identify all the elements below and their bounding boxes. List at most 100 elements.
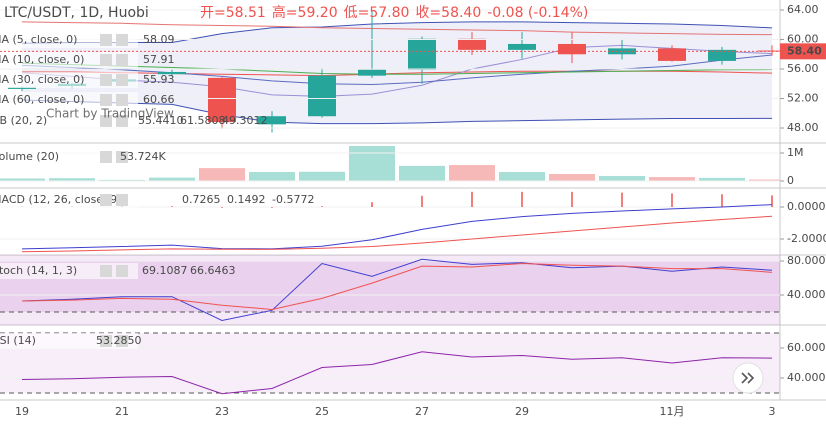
y-tick-label: 80.0000: [787, 254, 826, 267]
volume-bar: [199, 168, 245, 181]
bb-upper: [21, 21, 773, 44]
y-tick-label: 0: [787, 174, 794, 187]
y-tick-label: 52.00: [787, 92, 819, 105]
scroll-icon: [741, 372, 755, 384]
volume-bar: [249, 172, 295, 181]
volume-bar: [349, 145, 395, 181]
legend-value: 55.4410: [138, 114, 184, 127]
x-tick-label: 11月: [660, 405, 685, 418]
volume-bar: [549, 173, 595, 181]
y-tick-label: 40.0000: [787, 371, 826, 384]
last-price-tag: [780, 43, 826, 60]
legend-value: 49.3012: [222, 114, 268, 127]
ma-line: [21, 62, 773, 75]
candle-body: [258, 116, 286, 125]
candle-body: [658, 48, 686, 61]
legend-name: MA (5, close, 0): [0, 33, 77, 46]
x-tick-label: 21: [115, 405, 129, 418]
candle-body: [558, 43, 586, 55]
legend-name: Stoch (14, 1, 3): [0, 264, 77, 277]
legend-value: 66.6463: [190, 264, 236, 277]
chart-title: LTC/USDT, 1D, Huobi: [4, 5, 149, 21]
volume-bar: [649, 177, 695, 181]
ohlc-header: 开=58.51 高=59.20 低=57.80 收=58.40 -0.08 (-0.14…: [200, 4, 588, 21]
last-price-label: 58.40: [787, 44, 822, 57]
legend-value: -0.5772: [272, 193, 314, 206]
legend-name: MA (60, close, 0): [0, 93, 84, 106]
legend-icon: [116, 194, 128, 206]
candle-body: [408, 38, 436, 70]
volume-bar: [0, 178, 45, 181]
legend-value: 57.91: [143, 53, 175, 66]
legend-icon: [116, 115, 128, 127]
volume-bar: [149, 177, 195, 181]
candle-body: [8, 87, 36, 89]
ma-line: [21, 44, 773, 97]
macd-line: [21, 204, 773, 250]
legend-icon: [100, 194, 112, 206]
y-tick-label: 48.00: [787, 121, 819, 134]
legend-icon: [116, 151, 128, 163]
legend-icon: [100, 335, 112, 347]
ohlc-label: 低=57.80: [344, 5, 410, 21]
candle-body: [508, 43, 536, 50]
y-tick-label: 60.00: [787, 33, 819, 46]
legend-icon: [116, 335, 128, 347]
ohlc-label: 高=59.20: [272, 4, 338, 21]
legend-value: 61.5808: [180, 114, 226, 127]
volume-bar: [699, 177, 745, 181]
legend-icon: [100, 54, 112, 66]
ma-line: [21, 21, 773, 36]
legend-icon: [100, 74, 112, 86]
watermark: Chart by TradingView: [46, 107, 174, 121]
legend-icon: [100, 151, 112, 163]
volume-bar: [399, 165, 445, 181]
legend-name: Volume (20): [0, 150, 59, 163]
volume-bar: [299, 171, 345, 181]
y-tick-label: 1M: [787, 146, 804, 159]
volume-bar: [749, 179, 780, 181]
signal-line: [21, 215, 773, 253]
legend-icon: [116, 54, 128, 66]
bb-lower: [21, 99, 773, 125]
x-tick-label: 25: [315, 405, 329, 418]
legend-value: 53.724K: [120, 150, 166, 163]
legend-name: MACD (12, 26, close, 9): [0, 193, 121, 206]
legend-value: 0.7265: [182, 193, 221, 206]
y-tick-label: 56.00: [787, 62, 819, 75]
candle-body: [358, 69, 386, 76]
volume-bar: [599, 175, 645, 181]
candle-body: [708, 49, 736, 61]
y-tick-label: 40.0000: [787, 288, 826, 301]
change-label: -0.08 (-0.14%): [487, 5, 588, 21]
x-tick-label: 19: [15, 405, 29, 418]
volume-bar: [499, 172, 545, 181]
legend-value: 58.09: [143, 33, 175, 46]
x-tick-label: 27: [415, 405, 429, 418]
volume-pane: [0, 145, 780, 181]
oscillator-line: [21, 351, 773, 395]
legend-icon: [100, 94, 112, 106]
ohlc-label: 收=58.40: [415, 5, 481, 21]
ohlc-label: 开=58.51: [200, 5, 266, 21]
candle-body: [208, 77, 236, 123]
x-tick-label: 23: [215, 405, 229, 418]
legend-value: 0.1492: [227, 193, 266, 206]
legend-name: BB (20, 2): [0, 114, 47, 127]
volume-bar: [99, 179, 145, 181]
oscillator-line: [21, 263, 773, 310]
legend-icon: [116, 74, 128, 86]
volume-bar: [449, 165, 495, 181]
y-tick-label: 60.0000: [787, 341, 826, 354]
candle-body: [308, 75, 336, 117]
y-tick-label: 64.00: [787, 3, 819, 16]
oscillator-pane: [21, 351, 773, 395]
legend-icon: [116, 34, 128, 46]
x-tick-label: 3: [769, 405, 776, 418]
candle-body: [458, 38, 486, 50]
y-tick-label: 0.0000: [787, 200, 826, 213]
legend-icon: [100, 265, 112, 277]
